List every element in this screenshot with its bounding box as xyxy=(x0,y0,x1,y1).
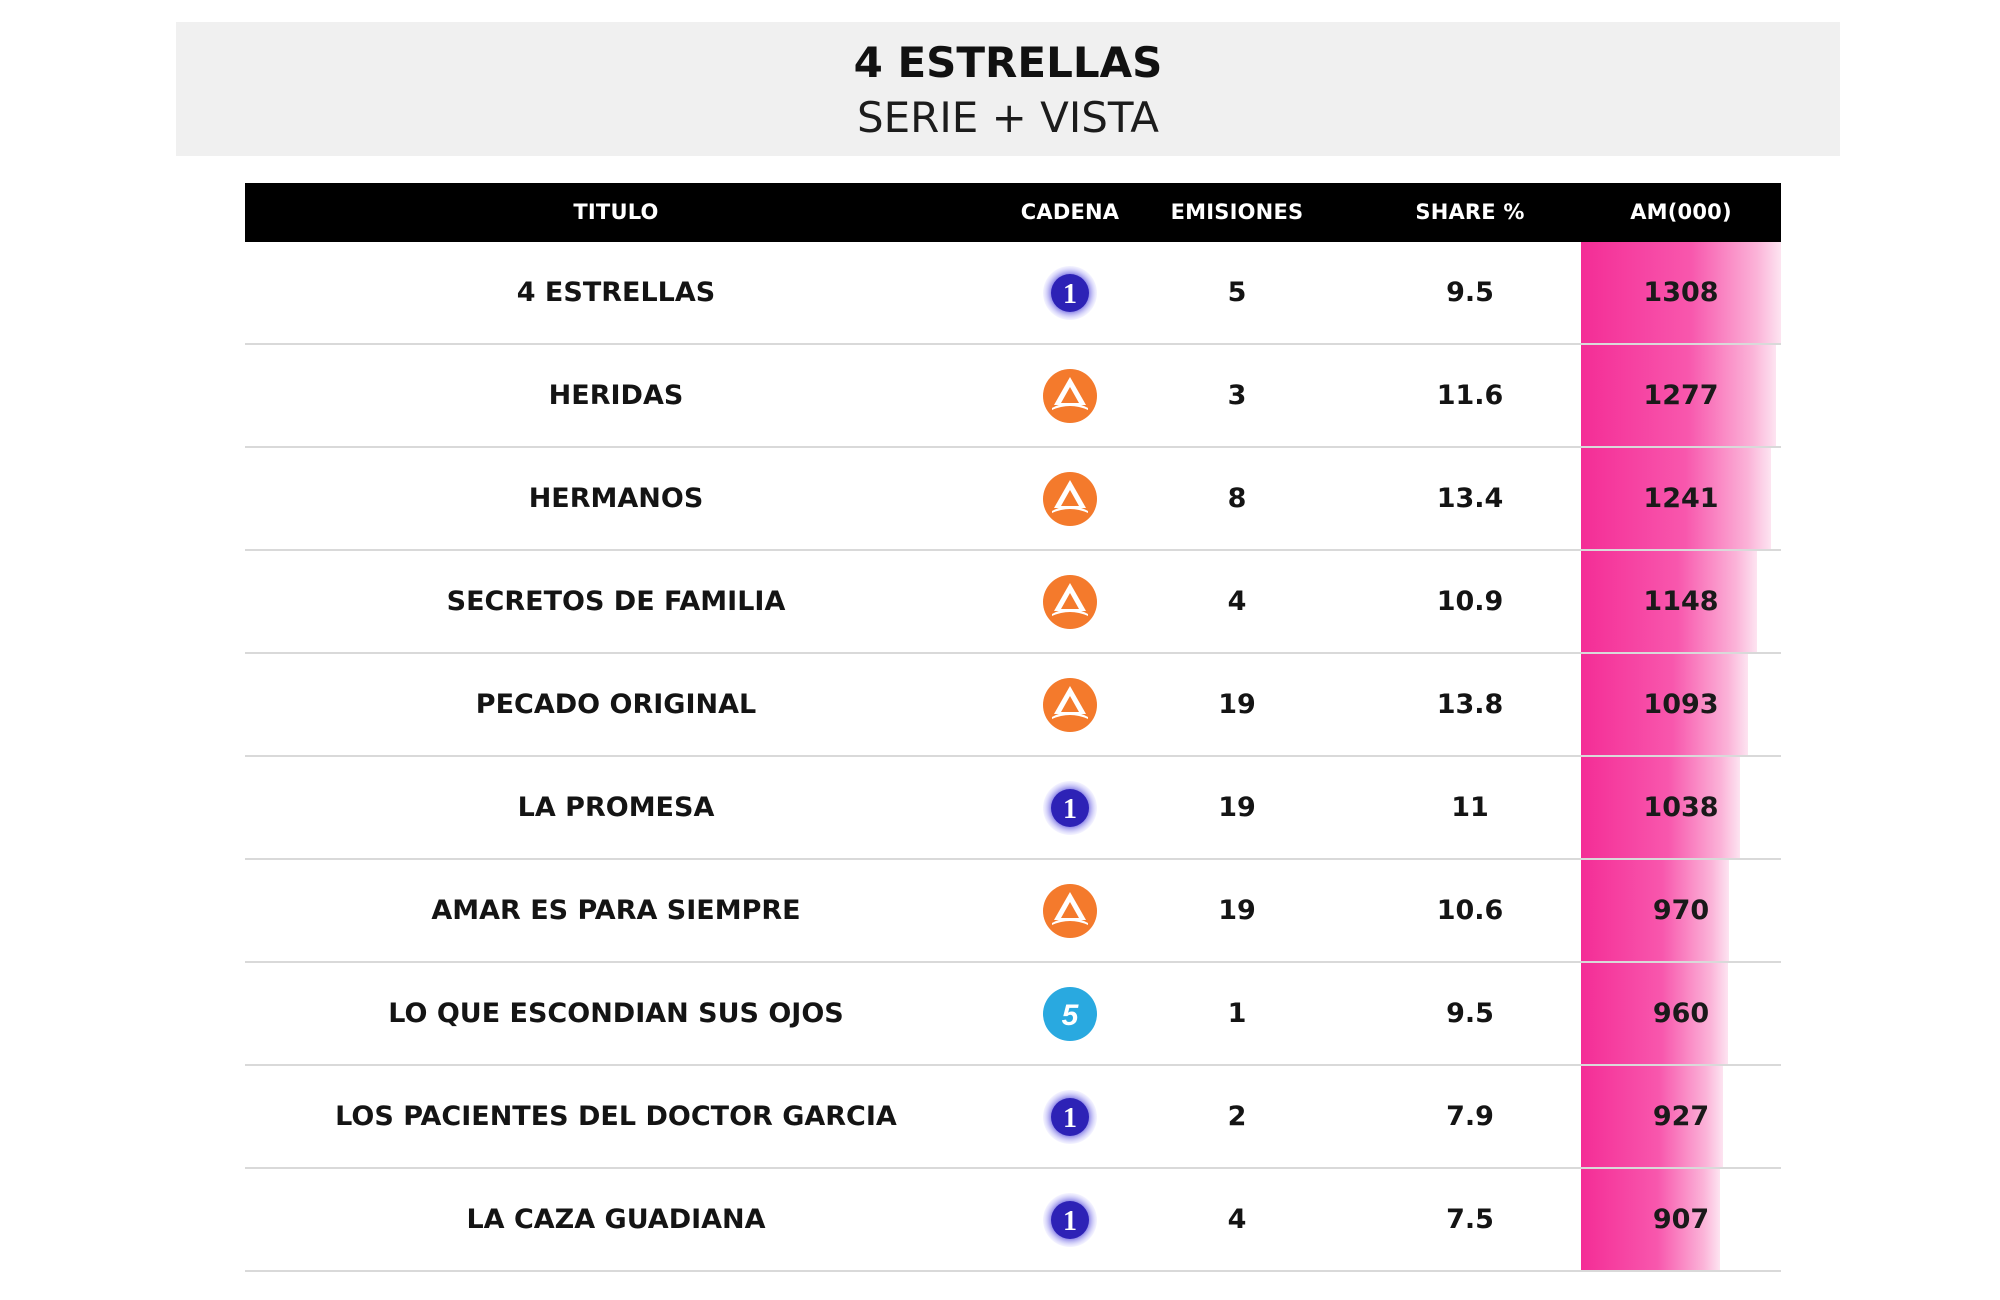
row-share: 11 xyxy=(1451,792,1489,823)
row-share: 13.4 xyxy=(1436,483,1504,514)
table-row: HERMANOS 8 13.4 1241 xyxy=(245,448,1781,551)
row-cadena xyxy=(987,654,1153,755)
row-share: 7.9 xyxy=(1446,1101,1494,1132)
am-bar xyxy=(1581,448,1771,549)
table-row: 4 ESTRELLAS 1 5 9.5 1308 xyxy=(245,242,1781,345)
am-bar xyxy=(1581,963,1728,1064)
table-header: TITULO CADENA EMISIONES SHARE % AM(000) xyxy=(245,183,1781,242)
row-emisiones: 4 xyxy=(1227,586,1247,617)
antena3-icon xyxy=(1043,368,1097,423)
antena3-icon xyxy=(1043,677,1097,732)
antena3-icon xyxy=(1043,574,1097,629)
row-cadena xyxy=(987,551,1153,652)
page-title: 4 ESTRELLAS xyxy=(853,38,1163,87)
row-cadena: 5 xyxy=(987,963,1153,1064)
table-row: LA PROMESA 1 19 11 1038 xyxy=(245,757,1781,860)
row-titulo: LA CAZA GUADIANA xyxy=(466,1204,766,1235)
table-row: LA CAZA GUADIANA 1 4 7.5 907 xyxy=(245,1169,1781,1272)
row-share: 9.5 xyxy=(1446,998,1494,1029)
ratings-table: TITULO CADENA EMISIONES SHARE % AM(000) … xyxy=(245,183,1781,1272)
tve-la1-icon: 1 xyxy=(1043,1192,1097,1247)
row-am: 1308 xyxy=(1643,277,1719,308)
row-titulo: HERMANOS xyxy=(528,483,704,514)
page-header: 4 ESTRELLAS SERIE + VISTA xyxy=(176,22,1840,156)
antena3-icon xyxy=(1043,883,1097,938)
row-emisiones: 19 xyxy=(1218,895,1256,926)
row-share: 11.6 xyxy=(1436,380,1504,411)
row-emisiones: 8 xyxy=(1227,483,1247,514)
row-am: 927 xyxy=(1652,1101,1710,1132)
column-header-titulo: TITULO xyxy=(573,200,659,224)
svg-text:1: 1 xyxy=(1063,1206,1077,1237)
row-am: 1038 xyxy=(1643,792,1719,823)
table-row: AMAR ES PARA SIEMPRE 19 10.6 970 xyxy=(245,860,1781,963)
telecinco-icon: 5 xyxy=(1043,986,1097,1041)
table-body: 4 ESTRELLAS 1 5 9.5 1308 HERIDAS 3 11.6 1277 HERM… xyxy=(245,242,1781,1272)
column-header-am: AM(000) xyxy=(1630,200,1732,224)
am-bar xyxy=(1581,242,1781,343)
row-share: 7.5 xyxy=(1446,1204,1494,1235)
row-cadena xyxy=(987,448,1153,549)
tve-la1-icon: 1 xyxy=(1043,1089,1097,1144)
row-emisiones: 4 xyxy=(1227,1204,1247,1235)
row-titulo: 4 ESTRELLAS xyxy=(516,277,716,308)
antena3-icon xyxy=(1043,471,1097,526)
table-row: PECADO ORIGINAL 19 13.8 1093 xyxy=(245,654,1781,757)
svg-text:1: 1 xyxy=(1063,1103,1077,1134)
row-emisiones: 3 xyxy=(1227,380,1247,411)
row-emisiones: 19 xyxy=(1218,792,1256,823)
row-cadena: 1 xyxy=(987,242,1153,343)
am-bar xyxy=(1581,860,1729,961)
row-share: 13.8 xyxy=(1436,689,1504,720)
page-subtitle: SERIE + VISTA xyxy=(856,93,1160,142)
row-share: 10.6 xyxy=(1436,895,1504,926)
row-am: 907 xyxy=(1652,1204,1710,1235)
am-bar xyxy=(1581,551,1757,652)
row-titulo: AMAR ES PARA SIEMPRE xyxy=(431,895,801,926)
row-cadena xyxy=(987,860,1153,961)
row-titulo: SECRETOS DE FAMILIA xyxy=(446,586,786,617)
row-emisiones: 1 xyxy=(1227,998,1247,1029)
table-row: HERIDAS 3 11.6 1277 xyxy=(245,345,1781,448)
row-am: 1148 xyxy=(1643,586,1719,617)
row-titulo: PECADO ORIGINAL xyxy=(475,689,757,720)
svg-text:1: 1 xyxy=(1063,794,1077,825)
column-header-share: SHARE % xyxy=(1415,200,1525,224)
row-cadena: 1 xyxy=(987,757,1153,858)
am-bar xyxy=(1581,654,1748,755)
row-cadena xyxy=(987,345,1153,446)
row-emisiones: 5 xyxy=(1227,277,1247,308)
row-emisiones: 2 xyxy=(1227,1101,1247,1132)
svg-text:5: 5 xyxy=(1062,999,1080,1032)
row-emisiones: 19 xyxy=(1218,689,1256,720)
row-am: 1241 xyxy=(1643,483,1719,514)
am-bar xyxy=(1581,1169,1720,1270)
row-cadena: 1 xyxy=(987,1066,1153,1167)
row-titulo: LOS PACIENTES DEL DOCTOR GARCIA xyxy=(335,1101,897,1132)
am-bar xyxy=(1581,1066,1723,1167)
table-row: SECRETOS DE FAMILIA 4 10.9 1148 xyxy=(245,551,1781,654)
column-header-emisiones: EMISIONES xyxy=(1170,200,1304,224)
am-bar xyxy=(1581,345,1776,446)
table-row: LO QUE ESCONDIAN SUS OJOS 5 1 9.5 960 xyxy=(245,963,1781,1066)
row-share: 10.9 xyxy=(1436,586,1504,617)
svg-text:1: 1 xyxy=(1063,279,1077,310)
row-titulo: LA PROMESA xyxy=(517,792,715,823)
am-bar xyxy=(1581,757,1740,858)
column-header-cadena: CADENA xyxy=(1020,200,1120,224)
row-cadena: 1 xyxy=(987,1169,1153,1270)
row-am: 1277 xyxy=(1643,380,1719,411)
row-titulo: HERIDAS xyxy=(548,380,684,411)
row-titulo: LO QUE ESCONDIAN SUS OJOS xyxy=(388,998,844,1029)
row-share: 9.5 xyxy=(1446,277,1494,308)
tve-la1-icon: 1 xyxy=(1043,780,1097,835)
table-row: LOS PACIENTES DEL DOCTOR GARCIA 1 2 7.9 927 xyxy=(245,1066,1781,1169)
row-am: 960 xyxy=(1652,998,1710,1029)
tve-la1-icon: 1 xyxy=(1043,265,1097,320)
row-am: 970 xyxy=(1652,895,1710,926)
row-am: 1093 xyxy=(1643,689,1719,720)
